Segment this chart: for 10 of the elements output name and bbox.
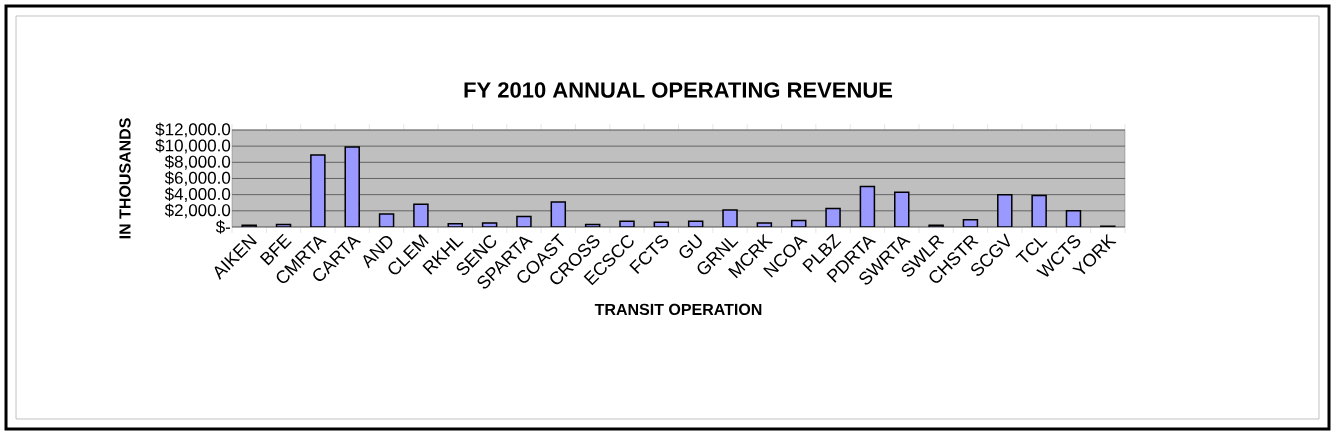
x-axis-title: TRANSIT OPERATION: [594, 303, 762, 316]
y-tick-label: $-: [215, 220, 231, 234]
chart-title: FY 2010 ANNUAL OPERATING REVENUE: [464, 82, 893, 98]
y-tick-label: $8,000.0: [164, 154, 231, 170]
y-tick-label: $12,000.0: [155, 122, 231, 138]
y-tick-label: $10,000.0: [155, 138, 231, 154]
y-tick-label: $4,000.0: [164, 187, 231, 203]
y-axis-title: IN THOUSANDS: [119, 118, 131, 239]
y-tick-label: $6,000.0: [164, 171, 231, 186]
y-tick-label: $2,000.0: [164, 203, 231, 219]
